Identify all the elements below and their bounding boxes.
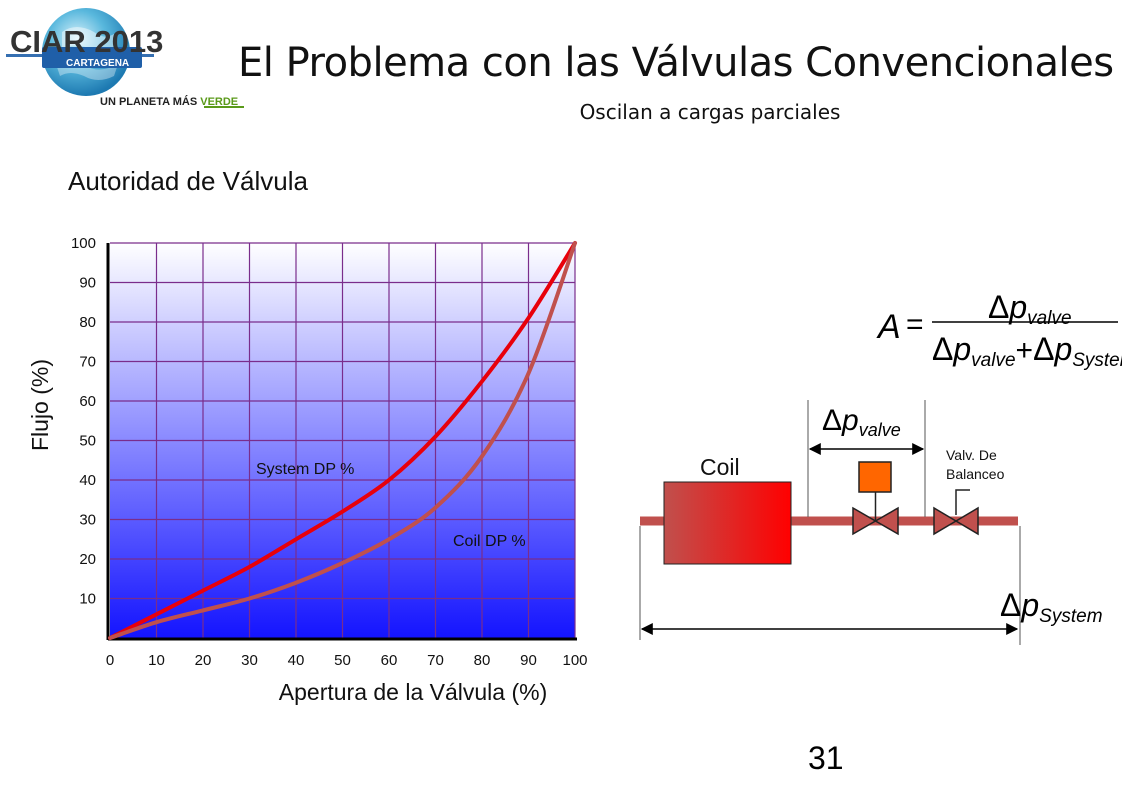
y-tick-labels: 10 20 30 40 50 60 70 80 90 100 <box>71 235 96 608</box>
y-tick-100: 100 <box>71 235 96 252</box>
authority-formula: A = Δpvalve Δpvalve+ΔpSystem <box>876 289 1122 371</box>
x-tick-100: 100 <box>562 652 587 669</box>
y-tick-50: 50 <box>79 433 96 450</box>
section-title: Autoridad de Válvula <box>68 166 308 196</box>
coil-label: Coil <box>700 454 740 480</box>
x-tick-60: 60 <box>381 652 398 669</box>
balancing-valve-label: Valv. De Balanceo <box>946 447 1005 482</box>
series-label-coil-dp: Coil DP % <box>453 533 526 550</box>
x-tick-50: 50 <box>334 652 351 669</box>
x-tick-80: 80 <box>474 652 491 669</box>
chart-axes <box>106 243 577 641</box>
y-tick-30: 30 <box>79 512 96 529</box>
y-tick-20: 20 <box>79 551 96 568</box>
x-tick-20: 20 <box>195 652 212 669</box>
page-title: El Problema con las Válvulas Convenciona… <box>238 40 1114 86</box>
x-tick-30: 30 <box>241 652 258 669</box>
system-dp-label: ΔpSystem <box>1000 587 1103 627</box>
x-tick-40: 40 <box>288 652 305 669</box>
formula-lhs: A <box>876 308 901 346</box>
page-subtitle: Oscilan a cargas parciales <box>579 100 841 124</box>
series-line-0 <box>108 241 577 640</box>
y-axis-label: Flujo (%) <box>27 359 53 451</box>
y-tick-90: 90 <box>79 275 96 292</box>
x-tick-10: 10 <box>148 652 165 669</box>
series-label-system-dp: System DP % <box>256 461 354 478</box>
chart-grid <box>110 242 576 638</box>
x-tick-0: 0 <box>106 652 114 669</box>
x-tick-70: 70 <box>427 652 444 669</box>
valve-actuator-icon <box>858 461 892 493</box>
x-tick-90: 90 <box>520 652 537 669</box>
ciar-2013-logo: CIAR 2013 CARTAGENA UN PLANETA MÁS VERDE <box>6 8 244 108</box>
x-axis-label: Apertura de la Válvula (%) <box>279 679 547 705</box>
chart-series <box>108 241 577 640</box>
y-tick-80: 80 <box>79 314 96 331</box>
logo-text: CIAR 2013 <box>10 24 163 59</box>
formula-denominator: Δpvalve+ΔpSystem <box>932 331 1122 371</box>
valve-dp-label: Δpvalve <box>822 404 901 440</box>
y-tick-70: 70 <box>79 354 96 371</box>
valve-authority-diagram: A = Δpvalve Δpvalve+ΔpSystem Coil Valv. … <box>639 289 1122 645</box>
y-tick-40: 40 <box>79 472 96 489</box>
logo-city: CARTAGENA <box>66 58 129 69</box>
coil-block <box>663 481 792 565</box>
page-number: 31 <box>808 740 844 776</box>
control-valve <box>852 461 899 536</box>
valve-authority-chart: 10 20 30 40 50 60 70 80 90 100 0 10 20 30 40 50 60 70 80 9… <box>27 235 588 705</box>
series-line-1 <box>108 241 577 640</box>
x-tick-labels: 0 10 20 30 40 50 60 70 80 90 100 <box>106 652 588 669</box>
balancing-valve <box>933 489 979 536</box>
y-tick-10: 10 <box>79 591 96 608</box>
balancing-valve-body-icon <box>933 506 979 536</box>
logo-tagline: UN PLANETA MÁS VERDE <box>100 95 238 108</box>
formula-equals: = <box>906 308 924 341</box>
formula-numerator: Δpvalve <box>988 289 1072 329</box>
y-tick-60: 60 <box>79 393 96 410</box>
